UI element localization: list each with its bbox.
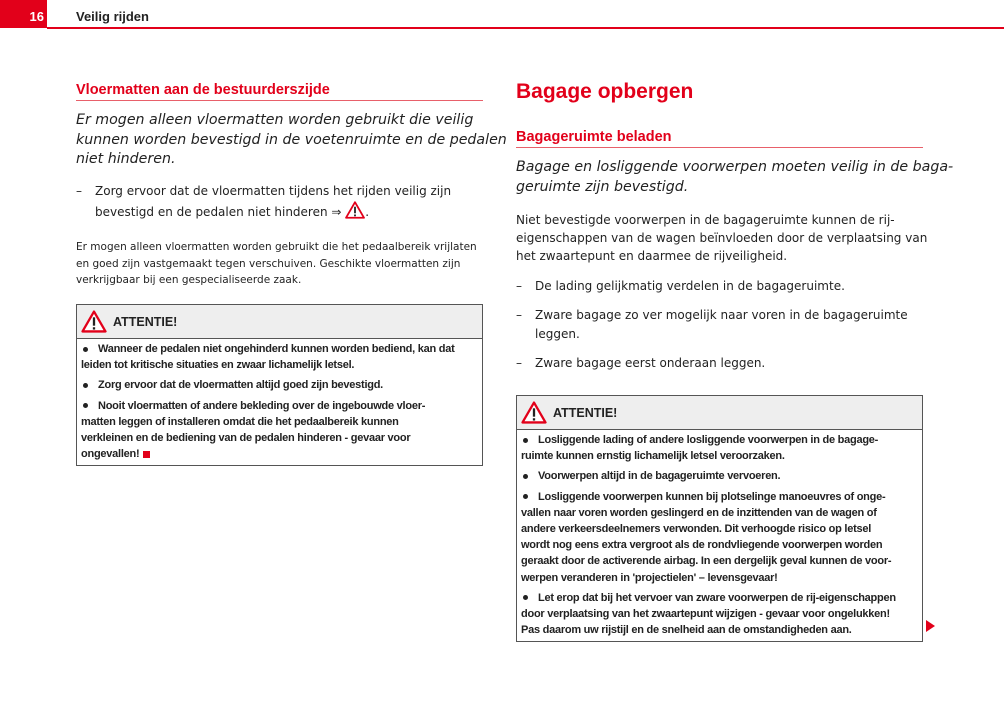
text-line: verkrijgbaar bij een gespecialiseerde za… (76, 274, 302, 286)
text-line: Niet bevestigde voorwerpen in de bagager… (516, 213, 895, 227)
bullet-icon (83, 383, 88, 388)
dash-marker: – (516, 308, 522, 322)
text-line: geraakt door de activerende airbag. In e… (521, 555, 892, 568)
bullet-icon (83, 403, 88, 409)
dash-marker: – (76, 184, 82, 198)
text-line: kunnen worden bevestigd in de voetenruim… (76, 131, 507, 148)
text-line: wordt nog eens extra vergroot als de ron… (521, 539, 883, 552)
page-number-box (0, 0, 47, 28)
text-line: werpen veranderen in 'projectielen' – le… (521, 571, 778, 584)
dash-marker: – (516, 356, 522, 370)
chapter-title: Veilig rijden (76, 9, 149, 24)
text-line: niet hinderen. (76, 151, 176, 167)
text-line: Pas daarom uw rijstijl en de snelheid aa… (521, 624, 852, 637)
section-heading-luggage: Bagageruimte beladen (516, 129, 923, 148)
text-line: Voorwerpen altijd in de bagageruimte ver… (538, 470, 781, 483)
list-item: – Zorg ervoor dat de vloermatten tijdens … (76, 182, 496, 225)
text-line: leiden tot kritische situaties en zwaar … (81, 359, 355, 372)
warning-triangle-icon (521, 401, 547, 424)
warning-box-header: ATTENTIE! (517, 396, 922, 430)
text-line: Bagage en losliggende voorwerpen moeten … (516, 159, 954, 175)
text-line: door verplaatsing van het zwaartepunt wi… (521, 608, 890, 621)
warning-box: ATTENTIE! Losliggende lading of andere lo… (516, 395, 923, 643)
text-line: en goed zijn vastgemaakt tegen verschuiv… (76, 257, 461, 270)
warning-item: Losliggende lading of andere losliggende… (521, 432, 919, 464)
warning-item: Voorwerpen altijd in de bagageruimte ver… (521, 468, 919, 484)
text-line: Losliggende voorwerpen kunnen bij plotse… (538, 490, 886, 503)
text-line: Let erop dat bij het vervoer van zware v… (538, 591, 896, 604)
warning-triangle-icon (345, 201, 366, 225)
warning-box-body: Losliggende lading of andere losliggende… (517, 430, 922, 641)
text-line: De lading gelijkmatig verdelen in de bag… (535, 279, 845, 293)
bullet-icon (523, 494, 528, 500)
warning-item: Zorg ervoor dat de vloermatten altijd go… (81, 377, 479, 393)
text-line: Zware bagage eerst onderaan leggen. (535, 356, 766, 370)
text-line: Er mogen alleen vloermatten worden gebru… (76, 241, 477, 253)
text-line: andere verkeersdeelnemers verwonden. Dit… (521, 523, 872, 536)
warning-box: ATTENTIE! Wanneer de pedalen niet ongehin… (76, 304, 483, 467)
warning-box-header: ATTENTIE! (77, 305, 482, 339)
dash-marker: – (516, 279, 522, 293)
text-line: bevestigd en de pedalen niet hinderen ⇒ (95, 205, 346, 219)
intro-text: Bagage en losliggende voorwerpen moeten … (516, 158, 954, 197)
instruction-list: – De lading gelijkmatig verdelen in de ba… (516, 277, 936, 383)
text-line: eigenschappen van de wagen beïnvloeden d… (516, 231, 928, 245)
text-line: Nooit vloermatten of andere bekleding ov… (98, 399, 426, 412)
page-section-title: Bagage opbergen (516, 80, 694, 103)
end-of-section-icon (143, 450, 151, 458)
bullet-icon (523, 595, 528, 601)
text-line: ongevallen! (81, 448, 140, 461)
text-line: ruimte kunnen ernstig lichamelijk letsel… (521, 450, 785, 463)
list-item: – Zware bagage eerst onderaan leggen. (516, 354, 936, 373)
text-line: leggen. (535, 327, 580, 341)
text-line: Zorg ervoor dat de vloermatten tijdens h… (95, 184, 452, 198)
instruction-list: – Zorg ervoor dat de vloermatten tijdens … (76, 182, 496, 235)
text-line: geruimte zijn bevestigd. (516, 178, 689, 195)
punctuation: . (365, 205, 370, 219)
warning-item: Nooit vloermatten of andere bekleding ov… (81, 398, 479, 463)
text-line: het zwaartepunt en daarmee de rijveiligh… (516, 249, 788, 263)
note-text: Er mogen alleen vloermatten worden gebru… (76, 239, 496, 289)
warning-triangle-icon (81, 310, 107, 333)
text-line: Wanneer de pedalen niet ongehinderd kunn… (98, 343, 455, 355)
text-line: Zware bagage zo ver mogelijk naar voren … (535, 308, 908, 322)
text-line: Losliggende lading of andere losliggende… (538, 434, 879, 446)
warning-title: ATTENTIE! (553, 405, 618, 420)
intro-text: Er mogen alleen vloermatten worden gebru… (76, 111, 507, 170)
section-heading-floor-mats: Vloermatten aan de bestuurderszijde (76, 82, 483, 101)
warning-item: Wanneer de pedalen niet ongehinderd kunn… (81, 341, 479, 373)
header-rule (47, 27, 1004, 29)
page-number: 16 (29, 9, 44, 24)
bullet-icon (83, 346, 88, 352)
text-line: matten leggen of installeren omdat die h… (81, 415, 399, 428)
bullet-icon (523, 437, 528, 443)
warning-box-body: Wanneer de pedalen niet ongehinderd kunn… (77, 339, 482, 465)
text-line: Zorg ervoor dat de vloermatten altijd go… (98, 379, 383, 392)
list-item: – Zware bagage zo ver mogelijk naar voren… (516, 306, 936, 344)
list-item: – De lading gelijkmatig verdelen in de ba… (516, 277, 936, 296)
bullet-icon (523, 474, 528, 479)
warning-item: Losliggende voorwerpen kunnen bij plotse… (521, 489, 919, 586)
text-line: Er mogen alleen vloermatten worden gebru… (76, 112, 474, 128)
text-line: vallen naar voren worden geslingerd en d… (521, 506, 877, 519)
warning-title: ATTENTIE! (113, 314, 178, 329)
text-line: verkleinen en de bediening van de pedale… (81, 432, 411, 445)
warning-item: Let erop dat bij het vervoer van zware v… (521, 590, 919, 639)
continue-arrow-icon (926, 620, 935, 632)
body-text: Niet bevestigde voorwerpen in de bagager… (516, 211, 936, 265)
